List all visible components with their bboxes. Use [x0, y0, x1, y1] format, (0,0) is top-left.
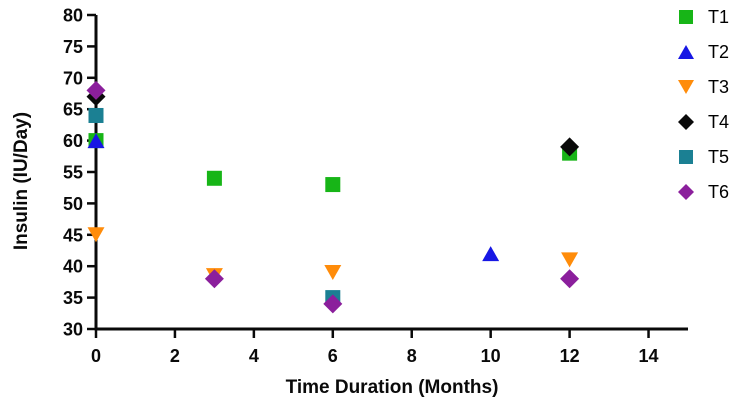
legend-label-T4: T4: [708, 112, 730, 132]
data-point-T1: [206, 170, 222, 186]
y-tick-label: 60: [63, 131, 83, 151]
y-axis-title: Insulin (IU/Day): [11, 111, 32, 251]
data-point-T6: [560, 269, 580, 289]
x-tick-label: 14: [639, 346, 659, 366]
x-tick-label: 10: [481, 346, 501, 366]
legend-marker-triangle-up-icon: [678, 45, 694, 59]
y-tick-label: 40: [63, 257, 83, 277]
data-point-T3: [561, 252, 579, 268]
y-tick-label: 30: [63, 320, 83, 340]
data-point-T5: [88, 107, 104, 123]
x-tick-label: 0: [91, 346, 101, 366]
legend-item-T2: T2: [676, 41, 729, 63]
y-tick-label: 35: [63, 288, 83, 308]
legend-marker-T1: [679, 10, 693, 24]
y-tick-label: 55: [63, 163, 83, 183]
legend-marker-T3: [678, 80, 694, 94]
legend-marker-T4: [678, 114, 694, 130]
legend-label-T2: T2: [708, 42, 730, 62]
legend-marker-diamond-icon: [678, 184, 694, 200]
data-point-T1: [325, 177, 341, 193]
x-tick-label: 8: [407, 346, 417, 366]
legend-item-T6: T6: [676, 181, 729, 203]
legend-marker-diamond-icon: [678, 114, 694, 130]
legend-label-T5: T5: [708, 147, 730, 167]
x-tick-label: 2: [170, 346, 180, 366]
data-point-T6: [204, 269, 224, 289]
legend-label-T1: T1: [708, 7, 730, 27]
legend-marker-square-icon: [679, 10, 693, 24]
data-point-T2: [87, 133, 105, 149]
data-point-T3: [324, 264, 342, 280]
legend-marker-T2: [678, 45, 694, 59]
y-tick-label: 75: [63, 37, 83, 57]
legend-item-T5: T5: [676, 146, 729, 168]
legend-marker-square-icon: [679, 150, 693, 164]
legend-item-T4: T4: [676, 111, 729, 133]
x-axis-title: Time Duration (Months): [285, 377, 499, 398]
data-point-T4: [560, 137, 580, 157]
x-tick-label: 12: [560, 346, 580, 366]
legend-marker-T6: [678, 184, 694, 200]
legend-item-T3: T3: [676, 76, 729, 98]
data-point-T6: [323, 294, 343, 314]
legend-label-T6: T6: [708, 182, 730, 202]
legend-marker-triangle-down-icon: [678, 80, 694, 94]
x-tick-label: 4: [249, 346, 259, 366]
y-tick-label: 50: [63, 194, 83, 214]
legend: T1 T2 T3 T4 T5 T6: [676, 6, 729, 216]
y-tick-label: 45: [63, 225, 83, 245]
legend-label-T3: T3: [708, 77, 730, 97]
y-tick-label: 65: [63, 100, 83, 120]
data-point-T2: [482, 246, 500, 262]
data-point-T3: [87, 227, 105, 243]
y-tick-label: 70: [63, 68, 83, 88]
legend-marker-T5: [679, 150, 693, 164]
y-tick-label: 80: [63, 6, 83, 26]
data-point-T6: [86, 80, 106, 100]
legend-item-T1: T1: [676, 6, 729, 28]
x-tick-label: 6: [328, 346, 338, 366]
